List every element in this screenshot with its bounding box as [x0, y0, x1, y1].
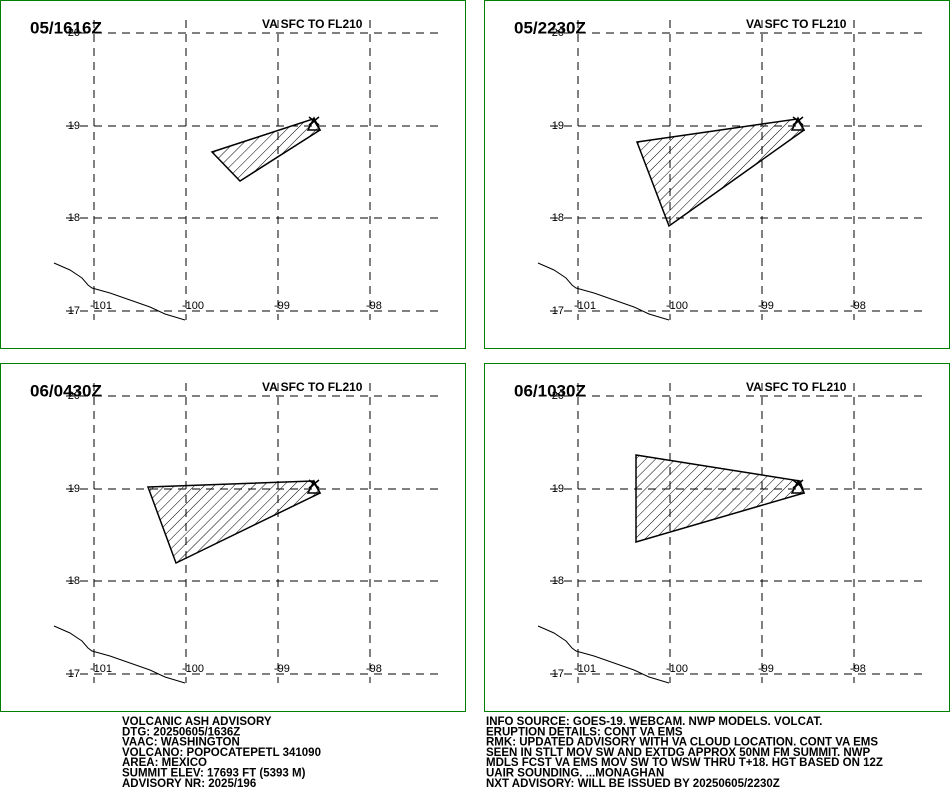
lon-label: -99	[758, 300, 774, 312]
lat-label: 19	[68, 483, 80, 495]
panel-border	[0, 0, 466, 349]
lon-label: -100	[666, 663, 688, 675]
advisory-line: SEEN IN STLT MOV SW AND EXTDG APPROX 50N…	[486, 747, 871, 759]
lon-label: -99	[274, 663, 290, 675]
lon-label: -100	[666, 300, 688, 312]
lat-label: 20	[552, 27, 564, 39]
advisory-line: INFO SOURCE: GOES-19. WEBCAM. NWP MODELS…	[486, 716, 822, 728]
lat-label: 20	[68, 390, 80, 402]
valid-time: 06/1030Z	[514, 381, 586, 400]
flight-level: VA SFC TO FL210	[262, 17, 363, 31]
flight-level: VA SFC TO FL210	[746, 380, 847, 394]
panel-border	[0, 363, 466, 712]
valid-time: 06/0430Z	[30, 381, 102, 400]
lon-label: -98	[850, 663, 866, 675]
advisory-line: MDLS FCST VA EMS MOV SW TO WSW THRU T+18…	[486, 757, 883, 769]
lat-label: 19	[68, 120, 80, 132]
advisory-line: ERUPTION DETAILS: CONT VA EMS	[486, 726, 683, 738]
lon-label: -99	[758, 663, 774, 675]
lat-label: 17	[552, 305, 564, 317]
lon-label: -100	[182, 663, 204, 675]
coastline	[537, 262, 670, 321]
lat-label: 18	[68, 212, 80, 224]
advisory-line: VOLCANIC ASH ADVISORY	[122, 716, 272, 728]
map-panel: 20 19 18 17 -101 -100 -99 -98 06/0430Z VA SFC TO …	[0, 363, 466, 712]
flight-level: VA SFC TO FL210	[262, 380, 363, 394]
lon-label: -98	[366, 300, 382, 312]
coastline	[53, 262, 186, 321]
map-panel: 20 19 18 17 -101 -100 -99 -98 05/1616Z VA SFC TO …	[0, 0, 466, 349]
lat-label: 17	[552, 668, 564, 680]
lat-label: 18	[552, 212, 564, 224]
advisory-line: SUMMIT ELEV: 17693 FT (5393 M)	[122, 768, 306, 780]
advisory-line: RMK: UPDATED ADVISORY WITH VA CLOUD LOCA…	[486, 737, 878, 749]
advisory-line: DTG: 20250605/1636Z	[122, 726, 240, 738]
lon-label: -99	[274, 300, 290, 312]
lon-label: -98	[850, 300, 866, 312]
lat-label: 17	[68, 668, 80, 680]
lat-label: 19	[552, 120, 564, 132]
flight-level: VA SFC TO FL210	[746, 17, 847, 31]
valid-time: 05/1616Z	[30, 18, 102, 37]
volcano-symbol	[306, 116, 322, 131]
map-panel: 20 19 18 17 -101 -100 -99 -98 05/2230Z VA SFC TO …	[484, 0, 950, 349]
lon-label: -101	[90, 300, 112, 312]
volcano-symbol	[790, 116, 806, 131]
lon-label: -101	[574, 300, 596, 312]
lon-label: -101	[574, 663, 596, 675]
lon-label: -101	[90, 663, 112, 675]
advisory-line: VOLCANO: POPOCATEPETL 341090	[122, 747, 321, 759]
advisory-line: UAIR SOUNDING. ...MONAGHAN	[486, 768, 664, 780]
lat-label: 18	[552, 575, 564, 587]
advisory-line: NXT ADVISORY: WILL BE ISSUED BY 20250605…	[486, 778, 780, 790]
advisory-line: VAAC: WASHINGTON	[122, 737, 240, 749]
volcano-symbol	[306, 479, 322, 494]
lon-label: -100	[182, 300, 204, 312]
coastline	[53, 625, 186, 684]
map-panel: 20 19 18 17 -101 -100 -99 -98 06/1030Z VA SFC TO …	[484, 363, 950, 712]
lat-label: 18	[68, 575, 80, 587]
advisory-line: AREA: MEXICO	[122, 757, 207, 769]
valid-time: 05/2230Z	[514, 18, 586, 37]
lat-label: 20	[68, 27, 80, 39]
advisory-line: ADVISORY NR: 2025/196	[122, 778, 256, 790]
coastline	[537, 625, 670, 684]
lon-label: -98	[366, 663, 382, 675]
volcano-symbol	[790, 479, 806, 494]
lat-label: 19	[552, 483, 564, 495]
lat-label: 17	[68, 305, 80, 317]
lat-label: 20	[552, 390, 564, 402]
